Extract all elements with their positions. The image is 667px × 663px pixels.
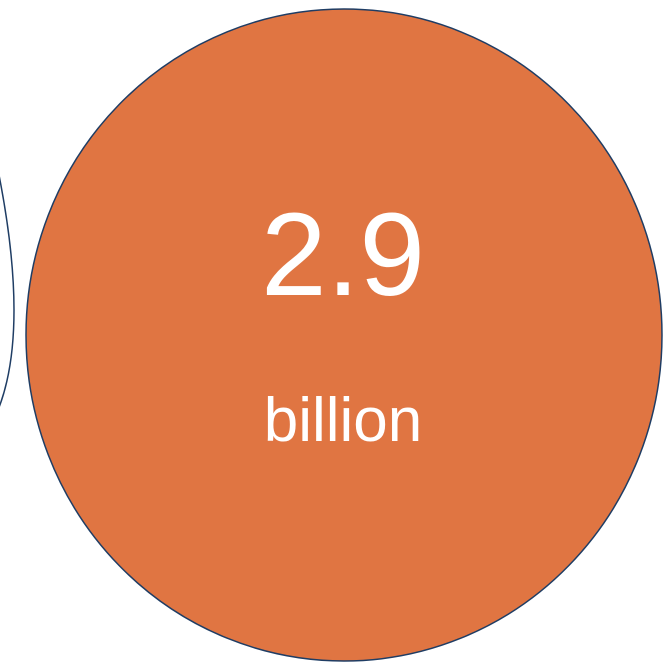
bubble-value-text: 2.9: [260, 189, 426, 321]
main-bubble: [25, 8, 663, 662]
left-partial-bubble-outline: [0, 176, 15, 407]
bubble-unit-text: billion: [263, 386, 423, 455]
